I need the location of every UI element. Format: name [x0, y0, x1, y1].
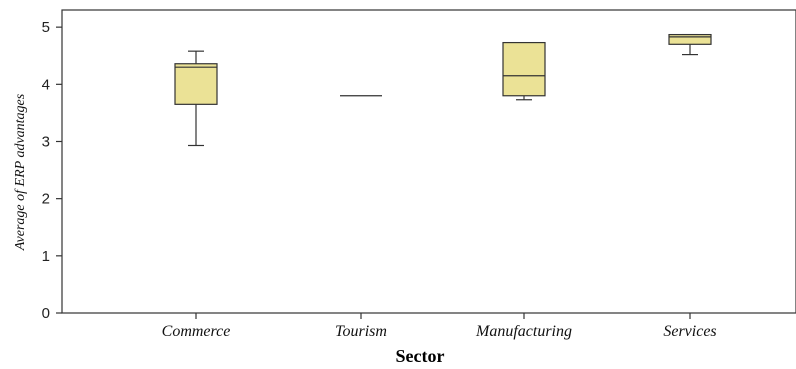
y-tick-label: 2 [42, 191, 50, 208]
iqr-box [174, 63, 218, 105]
x-category-label: Services [663, 323, 716, 340]
x-axis: Commerce Tourism Manufacturing Services [162, 313, 717, 340]
box-group [174, 33, 712, 147]
y-axis-label: Average of ERP advantages [13, 93, 28, 251]
iqr-box [668, 33, 712, 45]
x-category-label: Commerce [162, 323, 231, 340]
y-tick-label: 3 [42, 133, 50, 150]
y-tick-label: 4 [42, 76, 50, 93]
y-axis: 0 1 2 3 4 5 [42, 19, 62, 322]
y-tick-label: 5 [42, 19, 50, 36]
x-axis-label: Sector [396, 346, 445, 366]
box-commerce [174, 50, 218, 147]
x-category-label: Manufacturing [475, 323, 572, 340]
x-category-label: Tourism [335, 323, 387, 340]
box-manufacturing [502, 41, 546, 101]
iqr-box [502, 41, 546, 97]
box-services [668, 33, 712, 56]
y-tick-label: 1 [42, 248, 50, 265]
y-tick-label: 0 [42, 305, 50, 322]
plot-frame [61, 9, 796, 314]
